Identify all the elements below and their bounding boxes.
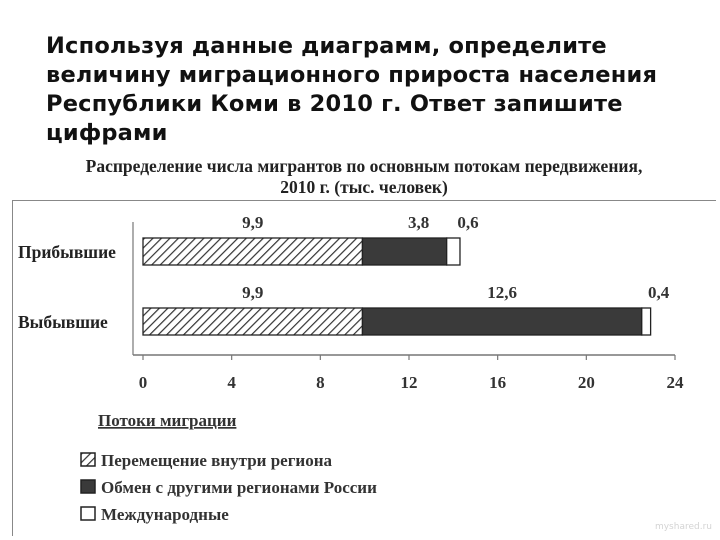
legend-swatch (80, 506, 96, 521)
x-tick-label: 0 (139, 373, 148, 392)
legend-title: Потоки миграции (98, 411, 237, 430)
data-label: 3,8 (408, 213, 429, 232)
legend-swatch (80, 479, 96, 494)
category-label: Прибывшие (18, 242, 116, 262)
legend-label: Международные (101, 505, 229, 524)
x-tick-label: 8 (316, 373, 325, 392)
chart-frame (12, 200, 716, 536)
category-label: Выбывшие (18, 312, 108, 332)
x-tick-label: 20 (578, 373, 595, 392)
x-tick-label: 16 (489, 373, 506, 392)
legend-label: Перемещение внутри региона (101, 451, 333, 470)
data-label: 12,6 (487, 283, 517, 302)
bar-segment (446, 237, 461, 266)
question-text: Используя данные диаграмм, определите ве… (46, 33, 658, 146)
data-label: 0,4 (648, 283, 670, 302)
chart-title: Распределение числа мигрантов по основны… (14, 156, 714, 198)
legend-swatch (80, 452, 96, 467)
chart-title-line-2: 2010 г. (тыс. человек) (280, 177, 448, 197)
bar-segment (361, 237, 448, 266)
data-label: 9,9 (242, 213, 263, 232)
bar-segment (361, 307, 643, 336)
x-tick-label: 24 (667, 373, 685, 392)
bar-segment (641, 307, 652, 336)
watermark: myshared.ru (654, 522, 712, 532)
legend-label: Обмен с другими регионами России (101, 478, 377, 497)
chart-title-line-1: Распределение числа мигрантов по основны… (85, 156, 643, 176)
bar-segment (142, 237, 364, 266)
x-tick-label: 4 (227, 373, 236, 392)
bar-segment (142, 307, 364, 336)
x-tick-label: 12 (401, 373, 418, 392)
data-label: 9,9 (242, 283, 263, 302)
data-label: 0,6 (457, 213, 478, 232)
